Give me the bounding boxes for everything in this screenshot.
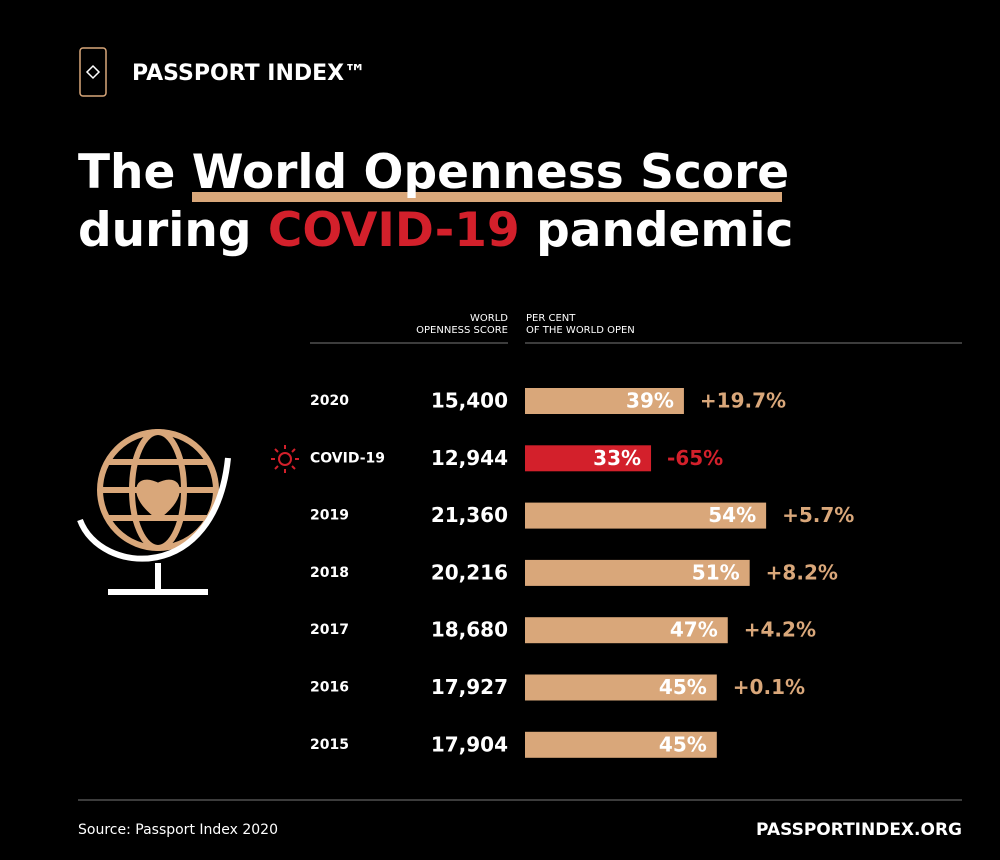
score: 12,944	[431, 446, 508, 470]
bar-label: 54%	[708, 503, 756, 527]
site: PASSPORTINDEX.ORG	[756, 820, 962, 840]
score: 17,904	[431, 732, 508, 756]
row-label: COVID-19	[310, 450, 385, 466]
change-label: +19.7%	[700, 389, 786, 413]
change-label: +8.2%	[766, 560, 838, 584]
title-line-2: during COVID-19 pandemic	[78, 203, 793, 258]
bar-label: 33%	[593, 446, 641, 470]
title-line-1: The World Openness Score	[78, 145, 789, 200]
change-label: +4.2%	[744, 618, 816, 642]
change-label: +0.1%	[733, 675, 805, 699]
bar	[525, 617, 728, 644]
score: 15,400	[431, 389, 508, 413]
row-label: 2020	[310, 393, 349, 409]
bar	[525, 674, 717, 701]
row-label: 2015	[310, 737, 349, 753]
column-header: OF THE WORLD OPEN	[526, 325, 635, 336]
bar	[525, 388, 684, 414]
bar-label: 39%	[626, 389, 674, 413]
title-part: during	[78, 203, 268, 258]
title-part: pandemic	[520, 203, 794, 258]
row-label: 2018	[310, 565, 349, 581]
bar	[525, 731, 717, 758]
brand: PASSPORT INDEX™	[132, 61, 366, 86]
title-underline	[192, 192, 782, 202]
title-part: COVID-19	[268, 203, 520, 258]
row-label: 2016	[310, 680, 349, 696]
score: 21,360	[431, 503, 508, 527]
bar-label: 51%	[692, 560, 740, 584]
row-label: 2019	[310, 508, 349, 524]
bar-label: 47%	[670, 618, 718, 642]
bar	[525, 559, 750, 586]
bar-label: 45%	[659, 732, 707, 756]
title-part: World Openness Score	[192, 145, 789, 200]
score: 20,216	[431, 560, 508, 584]
column-header: WORLD	[470, 313, 508, 324]
logo-diamond	[85, 64, 101, 80]
score: 17,927	[431, 675, 508, 699]
column-header: PER CENT	[526, 313, 576, 324]
bar-label: 45%	[659, 675, 707, 699]
row-label: 2017	[310, 622, 349, 638]
column-header: OPENNESS SCORE	[416, 325, 508, 336]
globe-icon	[77, 429, 231, 595]
bar	[525, 445, 652, 472]
change-label: -65%	[667, 446, 723, 470]
source: Source: Passport Index 2020	[78, 822, 278, 838]
virus-icon	[271, 445, 299, 473]
title-part: The	[78, 145, 192, 200]
score: 18,680	[431, 618, 508, 642]
bar	[525, 502, 767, 529]
change-label: +5.7%	[782, 503, 854, 527]
logo-icon	[79, 47, 107, 97]
